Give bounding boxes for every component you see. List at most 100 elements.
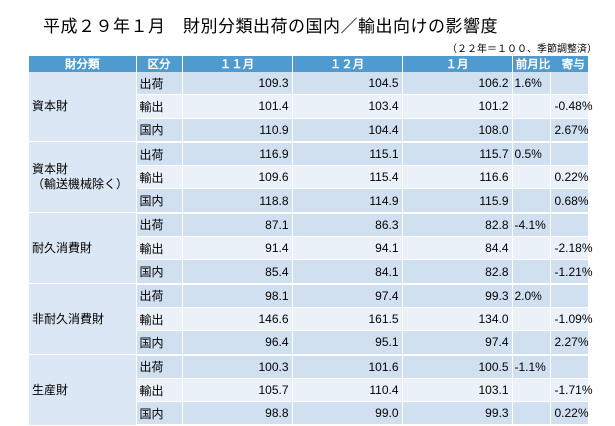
jan-value: 84.4 bbox=[402, 236, 513, 261]
month-ratio bbox=[512, 118, 551, 143]
class-cell: 国内 bbox=[136, 188, 183, 214]
month-ratio bbox=[512, 236, 551, 261]
table-body: 資本財 出荷 109.3 104.5 106.2 1.6% 輸出 101.4 103.4 101.… bbox=[29, 72, 593, 426]
dec-value: 97.4 bbox=[292, 283, 403, 308]
class-cell: 国内 bbox=[136, 401, 183, 426]
table-row: 国内 118.8 114.9 115.9 0.68% bbox=[29, 188, 589, 214]
contribution: -2.18% bbox=[550, 236, 593, 261]
class-cell: 出荷 bbox=[136, 72, 183, 96]
dec-value: 101.6 bbox=[292, 354, 403, 379]
class-cell: 輸出 bbox=[136, 378, 183, 403]
class-cell: 国内 bbox=[136, 330, 183, 356]
table-row: 国内 98.8 99.0 99.3 0.22% bbox=[29, 401, 589, 426]
class-cell: 輸出 bbox=[136, 307, 183, 332]
class-cell: 輸出 bbox=[136, 236, 183, 261]
contribution: 0.22% bbox=[550, 401, 589, 426]
header-class: 区分 bbox=[136, 56, 183, 72]
jan-value: 134.0 bbox=[402, 307, 513, 332]
group-name: 生産財 bbox=[29, 354, 137, 426]
table-row: 輸出 109.6 115.4 116.6 0.22% bbox=[29, 165, 589, 190]
jan-value: 100.5 bbox=[402, 354, 513, 379]
jan-value: 103.1 bbox=[402, 378, 513, 403]
nov-value: 98.1 bbox=[182, 283, 293, 308]
jan-value: 82.8 bbox=[402, 212, 513, 238]
group-name-subtext: （輸送機械除く） bbox=[32, 177, 129, 192]
dec-value: 103.4 bbox=[292, 94, 403, 119]
dec-value: 115.4 bbox=[292, 165, 403, 190]
page-title: 平成２９年１月 財別分類出荷の国内／輸出向けの影響度 bbox=[43, 17, 498, 36]
month-ratio: 0.5% bbox=[512, 141, 551, 167]
month-ratio bbox=[512, 94, 551, 119]
dec-value: 86.3 bbox=[292, 212, 403, 238]
header-row: 財分類 区分 １１月 １２月 １月 前月比 寄与 bbox=[29, 56, 588, 72]
dec-value: 95.1 bbox=[292, 330, 403, 356]
nov-value: 96.4 bbox=[182, 330, 293, 356]
contribution: 0.22% bbox=[550, 165, 589, 190]
header-dec: １２月 bbox=[292, 56, 403, 72]
contribution: -1.09% bbox=[550, 307, 593, 332]
contribution: 0.68% bbox=[550, 188, 589, 214]
table-row: 輸出 91.4 94.1 84.4 -2.18% bbox=[29, 236, 593, 261]
group-name: 非耐久消費財 bbox=[29, 283, 137, 356]
nov-value: 87.1 bbox=[182, 212, 293, 238]
class-cell: 出荷 bbox=[136, 212, 183, 238]
jan-value: 106.2 bbox=[402, 72, 513, 96]
jan-value: 99.3 bbox=[402, 401, 513, 426]
dec-value: 110.4 bbox=[292, 378, 403, 403]
table-row: 国内 85.4 84.1 82.8 -1.21% bbox=[29, 259, 593, 285]
contribution: -0.48% bbox=[550, 94, 593, 119]
group-name-text: 資本財 bbox=[32, 99, 69, 114]
class-cell: 出荷 bbox=[136, 141, 183, 167]
class-cell: 国内 bbox=[136, 118, 183, 143]
contribution: 2.67% bbox=[550, 118, 589, 143]
jan-value: 99.3 bbox=[402, 283, 513, 308]
nov-value: 101.4 bbox=[182, 94, 293, 119]
month-ratio: 2.0% bbox=[512, 283, 551, 308]
nov-value: 98.8 bbox=[182, 401, 293, 426]
table-row: 非耐久消費財 出荷 98.1 97.4 99.3 2.0% bbox=[29, 283, 588, 356]
month-ratio bbox=[512, 188, 551, 214]
contribution bbox=[550, 141, 588, 167]
dec-value: 84.1 bbox=[292, 259, 403, 285]
header-nov: １１月 bbox=[182, 56, 293, 72]
class-cell: 国内 bbox=[136, 259, 183, 285]
jan-value: 115.9 bbox=[402, 188, 513, 214]
class-cell: 出荷 bbox=[136, 283, 183, 308]
unit-note: （２２年＝１００、季節調整済） bbox=[447, 44, 597, 55]
header-change: 前月比 寄与 bbox=[512, 56, 588, 72]
table-row: 輸出 105.7 110.4 103.1 -1.71% bbox=[29, 378, 593, 403]
nov-value: 109.3 bbox=[182, 72, 293, 96]
dec-value: 161.5 bbox=[292, 307, 403, 332]
month-ratio bbox=[512, 165, 551, 190]
month-ratio bbox=[512, 401, 551, 426]
nov-value: 105.7 bbox=[182, 378, 293, 403]
nov-value: 100.3 bbox=[182, 354, 293, 379]
nov-value: 110.9 bbox=[182, 118, 293, 143]
table-row: 資本財 出荷 109.3 104.5 106.2 1.6% bbox=[29, 72, 588, 143]
header-category: 財分類 bbox=[29, 56, 137, 72]
nov-value: 91.4 bbox=[182, 236, 293, 261]
month-ratio bbox=[512, 330, 551, 356]
jan-value: 116.6 bbox=[402, 165, 513, 190]
class-cell: 輸出 bbox=[136, 94, 183, 119]
contribution: 2.27% bbox=[550, 330, 589, 356]
month-ratio: 1.6% bbox=[512, 72, 551, 96]
table-row: 耐久消費財 出荷 87.1 86.3 82.8 -4.1% bbox=[29, 212, 588, 285]
group-name: 資本財 bbox=[29, 72, 137, 143]
contribution bbox=[550, 354, 588, 379]
table-row: 生産財 出荷 100.3 101.6 100.5 -1.1% bbox=[29, 354, 588, 426]
contribution: -1.71% bbox=[550, 378, 593, 403]
contribution bbox=[550, 72, 588, 96]
jan-value: 82.8 bbox=[402, 259, 513, 285]
contribution bbox=[550, 283, 588, 308]
group-name-text: 生産財 bbox=[32, 382, 69, 397]
table-row: 資本財 （輸送機械除く） 出荷 116.9 115.1 115.7 0.5% bbox=[29, 141, 588, 214]
nov-value: 85.4 bbox=[182, 259, 293, 285]
group-name-text: 資本財 bbox=[32, 162, 69, 177]
dec-value: 94.1 bbox=[292, 236, 403, 261]
header-jan: １月 bbox=[402, 56, 513, 72]
nov-value: 116.9 bbox=[182, 141, 293, 167]
table-row: 輸出 101.4 103.4 101.2 -0.48% bbox=[29, 94, 593, 119]
dec-value: 104.5 bbox=[292, 72, 403, 96]
contribution bbox=[550, 212, 588, 238]
